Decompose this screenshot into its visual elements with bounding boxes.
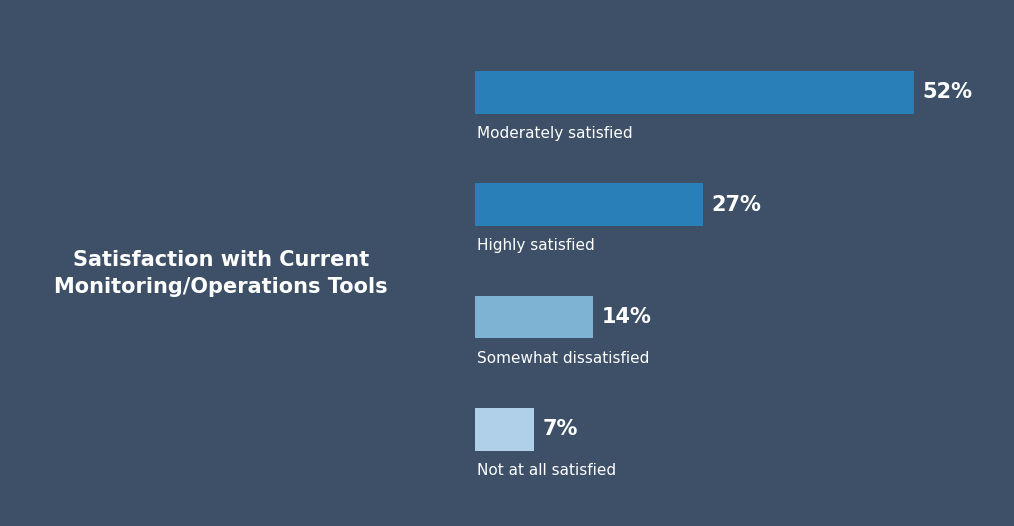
Bar xyxy=(475,408,533,451)
Text: Not at all satisfied: Not at all satisfied xyxy=(478,463,617,478)
Text: Satisfaction with Current
Monitoring/Operations Tools: Satisfaction with Current Monitoring/Ope… xyxy=(54,250,388,297)
Text: 52%: 52% xyxy=(923,82,972,102)
Text: 7%: 7% xyxy=(542,419,578,439)
Text: Somewhat dissatisfied: Somewhat dissatisfied xyxy=(478,351,649,366)
Bar xyxy=(475,71,914,114)
Bar xyxy=(475,296,593,338)
Text: Highly satisfied: Highly satisfied xyxy=(478,238,595,254)
Text: 27%: 27% xyxy=(711,195,762,215)
Text: 14%: 14% xyxy=(601,307,651,327)
Bar xyxy=(475,183,703,226)
Text: Moderately satisfied: Moderately satisfied xyxy=(478,126,633,141)
